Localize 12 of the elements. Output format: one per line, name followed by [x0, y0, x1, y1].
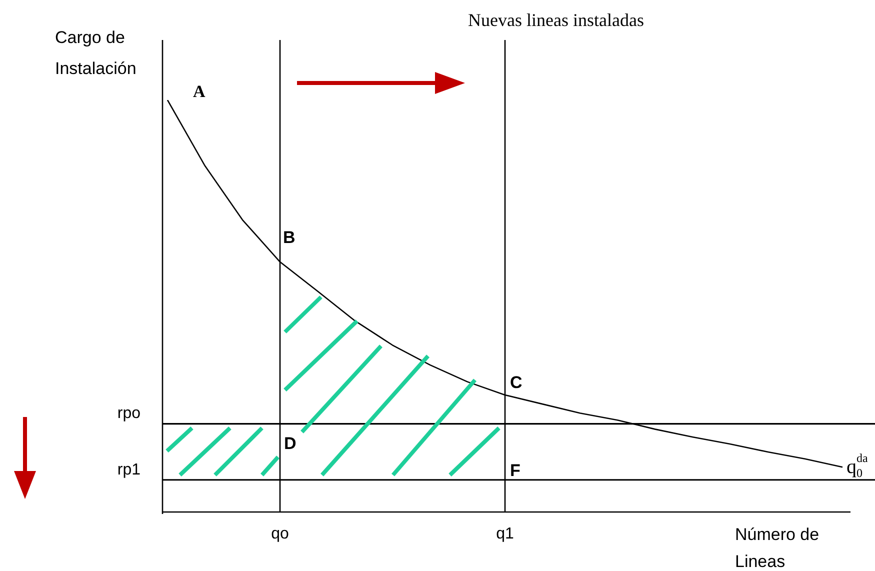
x-tick-label: q1	[496, 525, 514, 542]
annotation: D	[284, 434, 296, 454]
x-axis-title: Número de Lineas	[735, 524, 820, 571]
ref-line-label: rpo	[117, 405, 141, 422]
ref-line-label: rp1	[117, 461, 141, 478]
chart-title: Nuevas lineas instaladas	[468, 10, 644, 31]
y-axis-title: Cargo de Instalación	[55, 27, 138, 80]
annotation: C	[510, 373, 522, 392]
annotation: B	[283, 228, 296, 248]
x-tick-label: qo	[271, 525, 289, 542]
annotation: A	[193, 82, 206, 101]
annotation: F	[510, 461, 520, 480]
